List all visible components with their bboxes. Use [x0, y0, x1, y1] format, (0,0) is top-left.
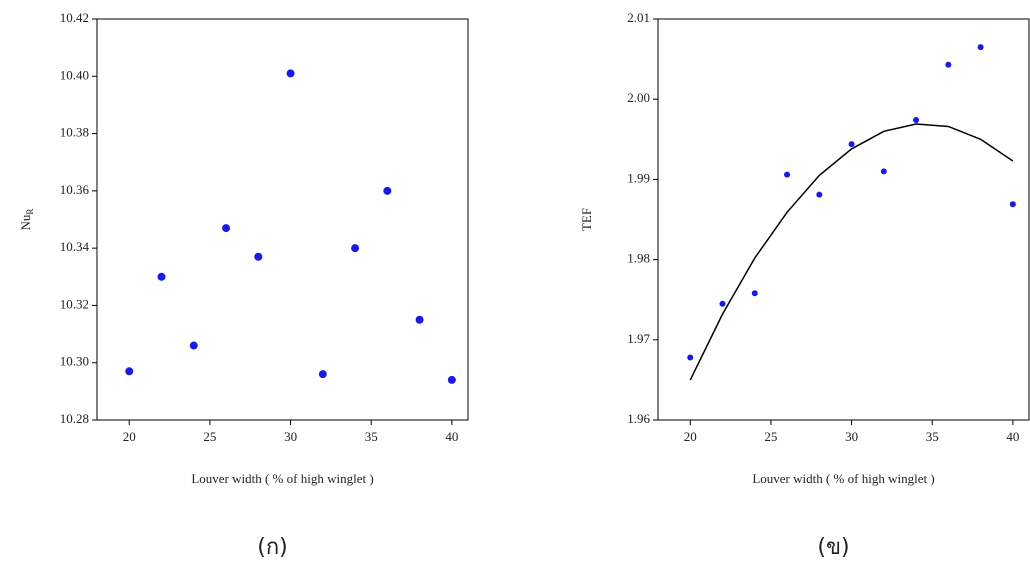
data-point	[447, 375, 456, 384]
y-axis-label-main: TEF	[579, 208, 594, 231]
y-axis-label-main: Nu	[18, 214, 33, 230]
data-point	[816, 191, 823, 198]
data-point	[125, 367, 134, 376]
caption: (ก)	[257, 535, 288, 560]
data-point	[751, 290, 758, 297]
data-point	[189, 341, 198, 350]
y-tick-label: 10.32	[60, 296, 89, 311]
y-tick-label: 10.38	[60, 125, 89, 140]
data-point	[383, 186, 392, 195]
x-tick-label: 30	[284, 429, 297, 444]
y-tick-label: 10.30	[60, 354, 89, 369]
data-point	[1009, 201, 1016, 208]
data-point	[719, 300, 726, 307]
y-tick-label: 10.42	[60, 10, 89, 25]
x-tick-label: 20	[684, 429, 697, 444]
data-point	[222, 224, 231, 233]
data-point	[784, 171, 791, 178]
x-tick-label: 40	[445, 429, 458, 444]
y-tick-label: 1.98	[627, 251, 650, 266]
fit-line	[689, 123, 1014, 381]
data-point	[318, 370, 327, 379]
y-tick-label: 10.34	[60, 239, 90, 254]
y-tick-label: 1.97	[627, 331, 650, 346]
data-point	[351, 244, 360, 253]
data-point	[286, 69, 295, 78]
data-point	[880, 168, 887, 175]
plot-frame	[657, 18, 1030, 421]
y-tick-label: 1.96	[627, 411, 650, 426]
x-tick-label: 25	[203, 429, 216, 444]
data-point	[415, 315, 424, 324]
data-point	[977, 44, 984, 51]
x-tick-label: 25	[764, 429, 777, 444]
y-tick-label: 10.36	[60, 182, 90, 197]
data-point	[254, 252, 263, 261]
data-point	[913, 117, 920, 124]
x-axis-label: Louver width ( % of high winglet )	[191, 471, 373, 486]
data-point	[687, 354, 694, 361]
x-tick-label: 20	[123, 429, 136, 444]
x-tick-label: 40	[1006, 429, 1019, 444]
x-tick-label: 35	[365, 429, 378, 444]
y-axis-label-subscript: R	[25, 209, 35, 215]
data-point	[157, 272, 166, 281]
y-tick-label: 1.99	[627, 170, 650, 185]
data-point	[848, 141, 855, 148]
y-tick-label: 2.01	[627, 10, 650, 25]
caption: (ข)	[817, 535, 849, 560]
y-tick-label: 10.40	[60, 67, 89, 82]
x-tick-label: 30	[845, 429, 858, 444]
y-axis-label: NuR	[18, 209, 35, 231]
y-tick-label: 2.00	[627, 90, 650, 105]
y-tick-label: 10.28	[60, 411, 89, 426]
x-axis-label: Louver width ( % of high winglet )	[752, 471, 934, 486]
data-point	[945, 61, 952, 68]
x-tick-label: 35	[926, 429, 939, 444]
plot-frame	[96, 18, 469, 421]
y-axis-label: TEF	[579, 208, 594, 231]
